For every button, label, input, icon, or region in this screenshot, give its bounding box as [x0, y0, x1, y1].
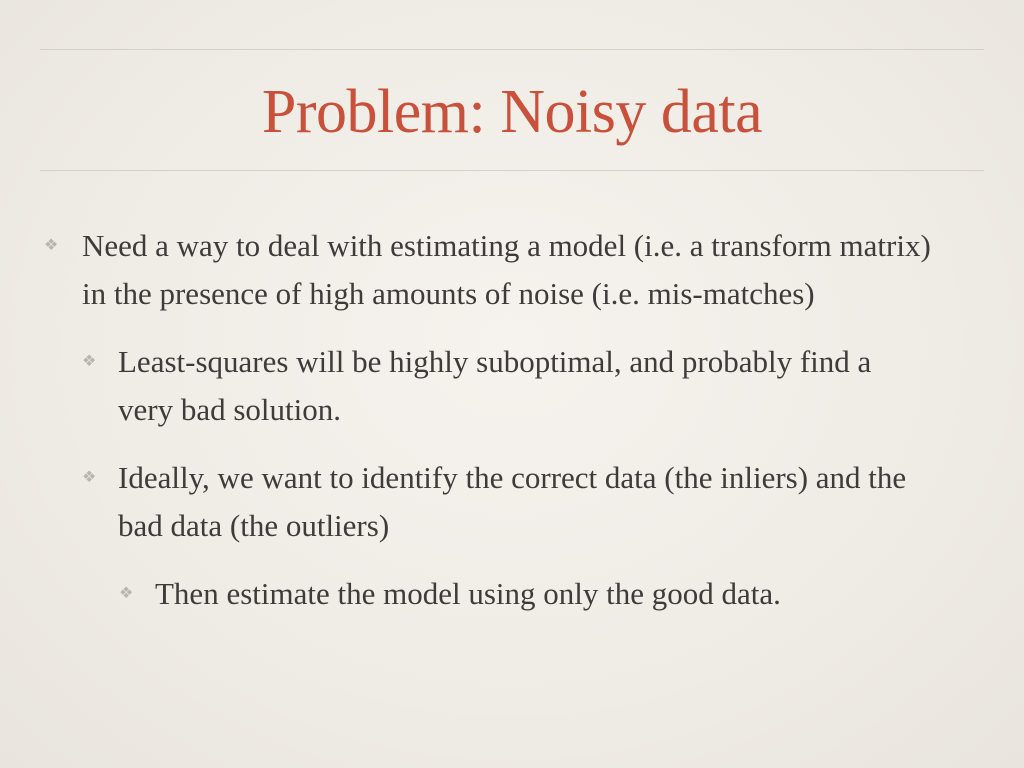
sub-sub-bullet-item: ❖ Then estimate the model using only the…	[119, 570, 975, 618]
sub-bullet-item: ❖ Ideally, we want to identify the corre…	[82, 454, 908, 550]
slide-title: Problem: Noisy data	[261, 78, 763, 146]
title-divider	[40, 170, 984, 171]
bullet-item: ❖ Need a way to deal with estimating a m…	[44, 222, 942, 318]
bullet-text: Ideally, we want to identify the correct…	[118, 460, 907, 543]
bullet-text: Then estimate the model using only the g…	[155, 576, 781, 611]
top-divider	[40, 49, 984, 50]
bullet-text: Least-squares will be highly suboptimal,…	[118, 344, 872, 427]
sub-bullet-item: ❖ Least-squares will be highly suboptima…	[82, 338, 908, 434]
bullet-icon: ❖	[119, 585, 134, 602]
bullet-text: Need a way to deal with estimating a mod…	[82, 228, 931, 311]
bullet-icon: ❖	[82, 469, 97, 486]
bullet-icon: ❖	[82, 353, 97, 370]
bullet-list: ❖ Need a way to deal with estimating a m…	[0, 222, 1024, 618]
bullet-icon: ❖	[44, 237, 59, 254]
